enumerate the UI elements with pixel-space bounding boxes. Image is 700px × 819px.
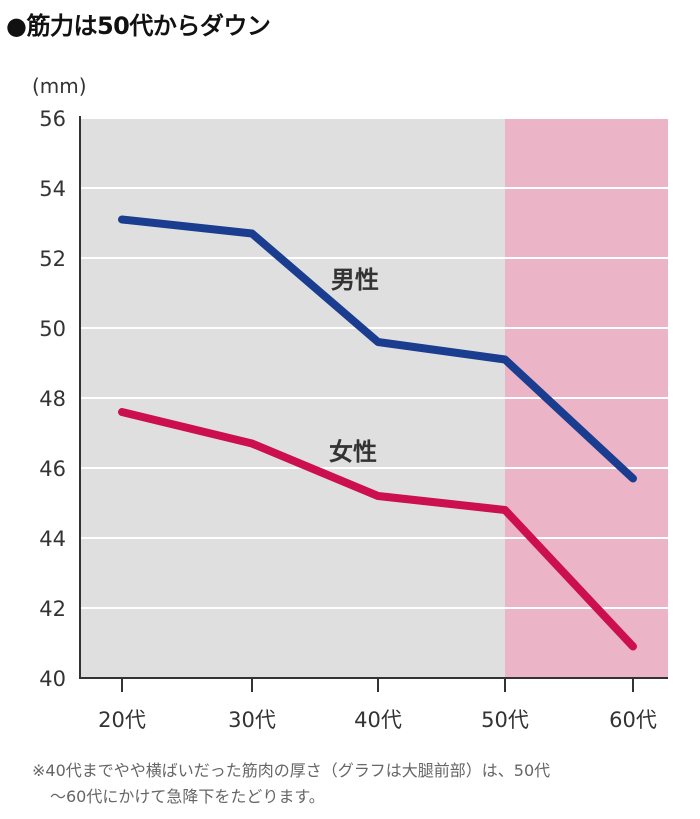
y-tick-label: 56	[39, 107, 66, 131]
y-tick-label: 46	[39, 457, 66, 481]
footnote-line-2: 〜60代にかけて急降下をたどります。	[50, 787, 325, 806]
x-tick-label: 30代	[228, 708, 276, 732]
y-axis-unit-label: (mm)	[32, 74, 87, 98]
x-tick-label: 20代	[98, 708, 146, 732]
y-tick-label: 42	[39, 597, 66, 621]
female-series-line	[118, 408, 637, 651]
y-tick-label: 50	[39, 317, 66, 341]
y-tick-label: 54	[39, 177, 66, 201]
footnote-line-1: ※40代までやや横ばいだった筋肉の厚さ（グラフは大腿前部）は、50代	[32, 761, 551, 780]
y-tick-label: 48	[39, 387, 66, 411]
chart-footnote: ※40代までやや横ばいだった筋肉の厚さ（グラフは大腿前部）は、50代 〜60代に…	[32, 758, 692, 810]
male-series-line	[118, 215, 637, 483]
x-tick-label: 50代	[481, 708, 529, 732]
female-series-label: 女性	[329, 438, 377, 466]
male-series-label: 男性	[331, 266, 379, 294]
y-tick-label: 52	[39, 247, 66, 271]
y-tick-label: 40	[39, 667, 66, 691]
x-tick-label: 40代	[354, 708, 402, 732]
x-tick-label: 60代	[609, 708, 657, 732]
y-tick-label: 44	[39, 527, 66, 551]
chart-title: ●筋力は50代からダウン	[6, 12, 271, 40]
